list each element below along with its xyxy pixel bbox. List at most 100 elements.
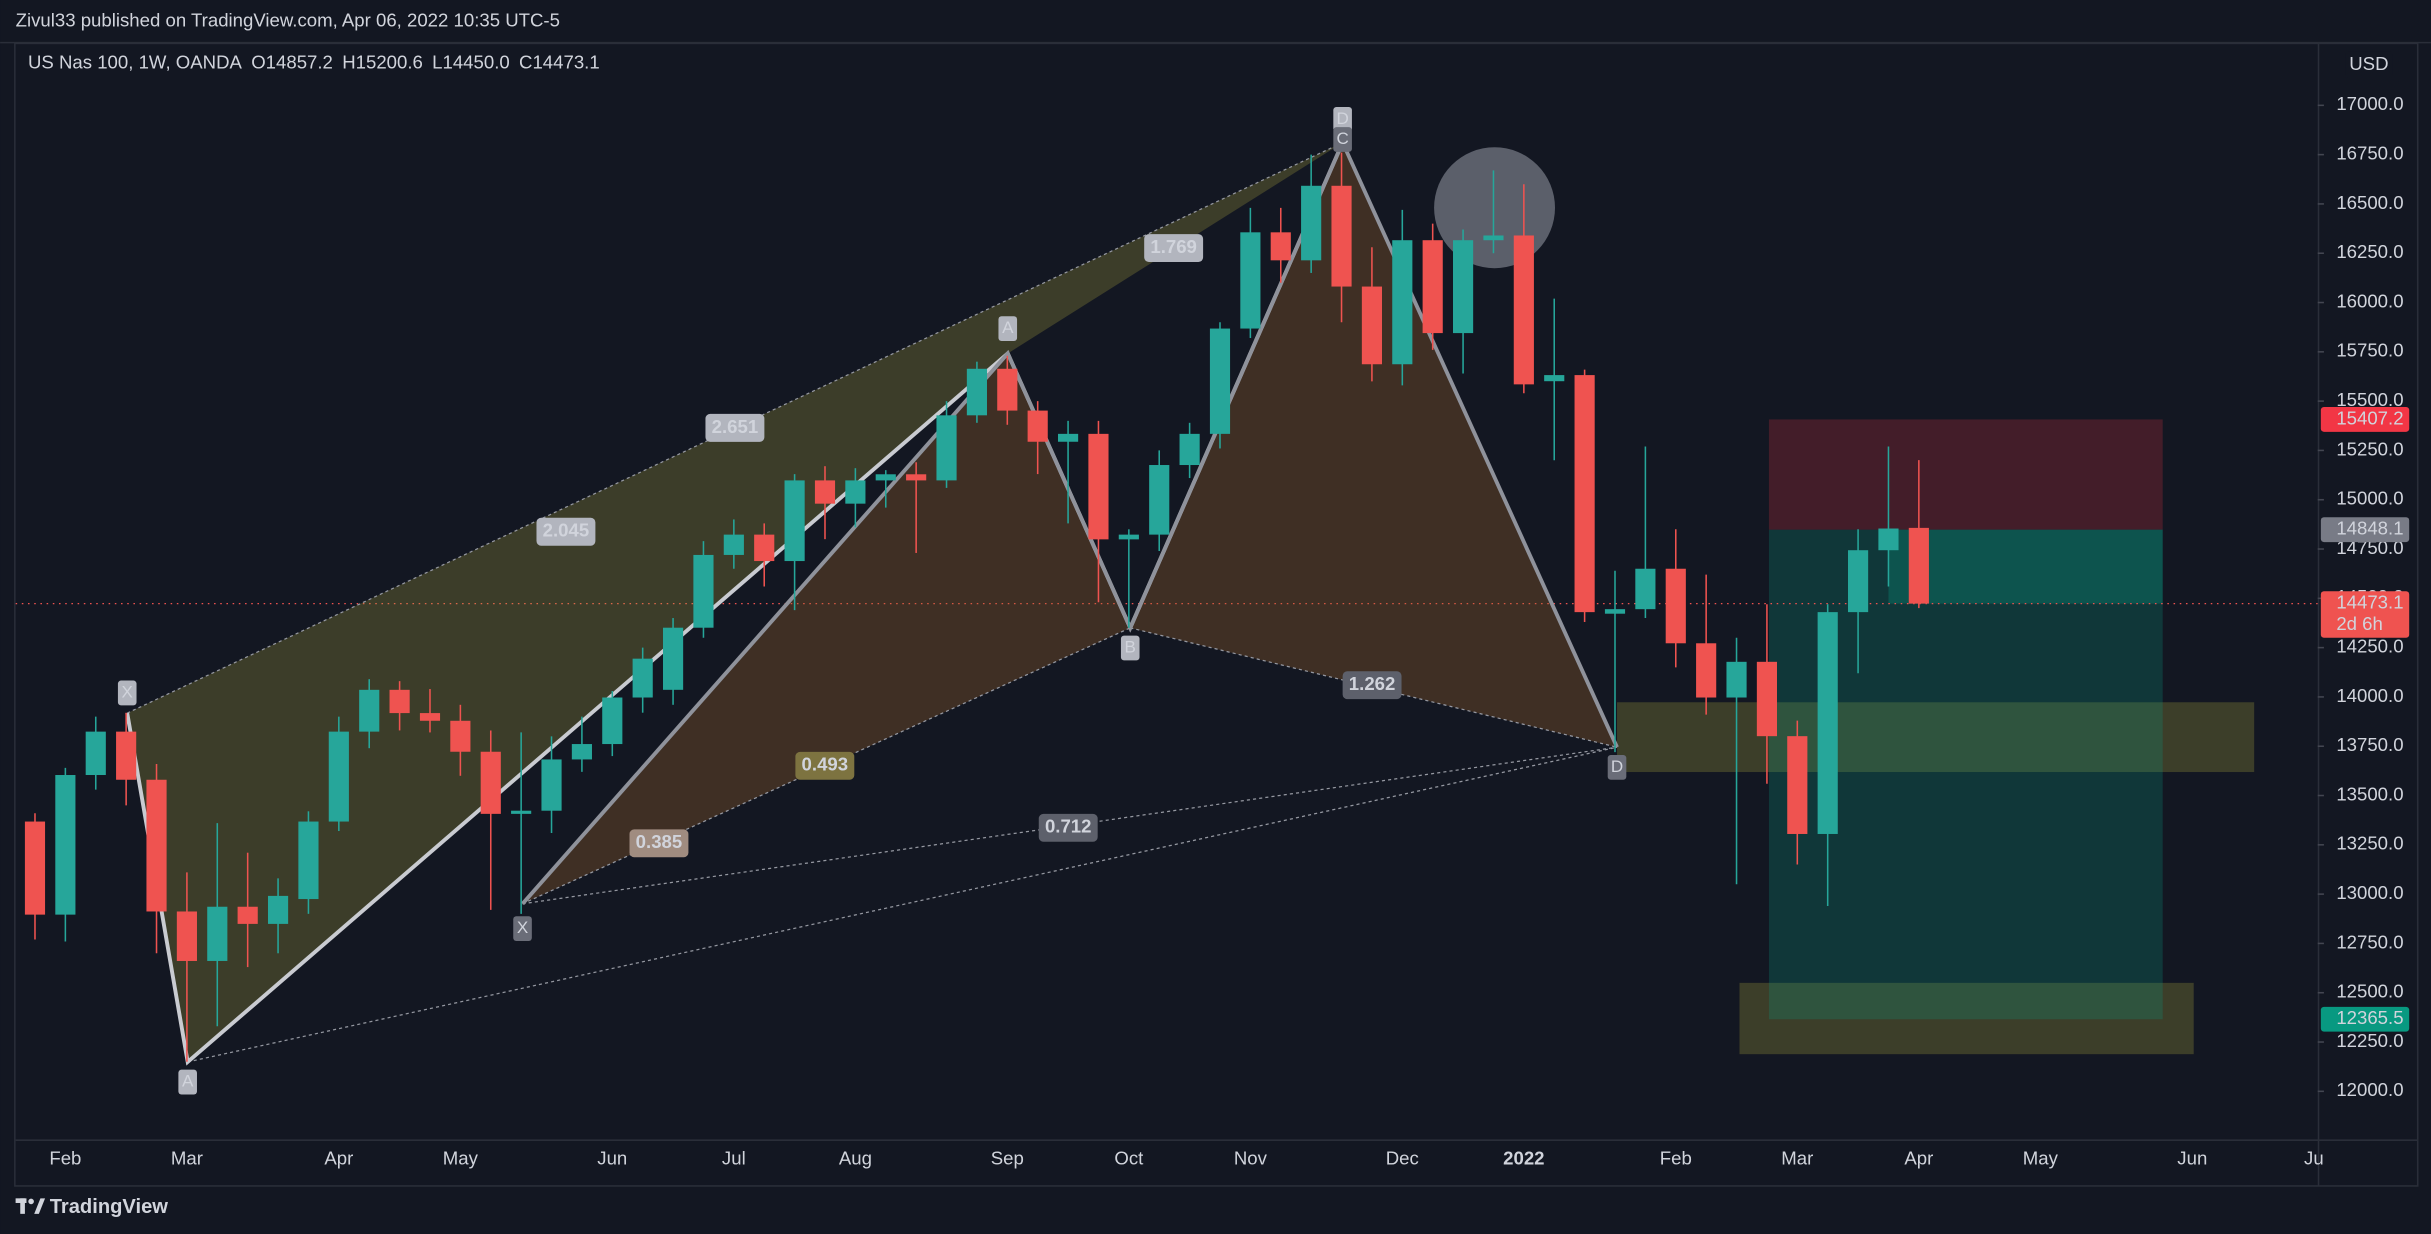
ratio-label-box xyxy=(629,829,689,858)
ratio-label: 1.769 xyxy=(1150,236,1197,257)
candle-body xyxy=(419,713,441,721)
price-badge-label: 15407.2 xyxy=(2336,407,2403,428)
candle-body xyxy=(602,697,623,745)
candle-body xyxy=(541,759,562,811)
candle-body xyxy=(906,474,927,481)
stop-zone xyxy=(1768,419,2163,530)
point-label-box xyxy=(1333,127,1352,152)
y-tick-label: 13750.0 xyxy=(2336,734,2403,755)
price-badge-label: 14473.1 xyxy=(2336,592,2403,613)
candle-body xyxy=(1787,736,1808,834)
plot: XADCABXD2.6512.0451.7690.4930.3850.7121.… xyxy=(15,106,2318,1095)
ohlc-letter: H xyxy=(342,51,355,72)
y-tick-label: 13000.0 xyxy=(2336,882,2403,903)
ratio-label: 1.262 xyxy=(1349,673,1396,694)
candle-body xyxy=(1149,465,1170,535)
demand-zone xyxy=(1739,982,2194,1055)
y-tick-label: 14000.0 xyxy=(2336,685,2403,706)
y-tick-label: 16750.0 xyxy=(2336,143,2403,164)
y-tick-label: 14750.0 xyxy=(2336,537,2403,558)
candle-body xyxy=(1027,410,1048,442)
candle-body xyxy=(1118,534,1139,540)
ratio-label: 0.712 xyxy=(1045,816,1092,837)
candle-body xyxy=(1574,375,1595,613)
x-tick-label: Ju xyxy=(2304,1147,2324,1168)
candle-body xyxy=(1544,375,1565,382)
candle-body xyxy=(1848,550,1869,613)
ohlc-letter: O xyxy=(251,51,265,72)
x-tick-label: Jun xyxy=(597,1147,627,1168)
y-tick-label: 12250.0 xyxy=(2336,1030,2403,1051)
supply-zone xyxy=(1617,702,2255,773)
candle-body xyxy=(1422,240,1443,334)
candle-body xyxy=(1665,568,1686,644)
brand-logo xyxy=(15,1198,46,1214)
ratio-label: 0.385 xyxy=(636,831,683,852)
ratio-label-box xyxy=(1038,813,1098,842)
candle-body xyxy=(1270,232,1291,261)
y-tick-label: 16250.0 xyxy=(2336,241,2403,262)
candle-body xyxy=(1361,286,1382,365)
countdown: 2d 6h xyxy=(2336,613,2383,634)
ratio-label: 0.493 xyxy=(802,754,849,775)
point-label-box xyxy=(998,316,1018,342)
candle-body xyxy=(298,821,319,900)
y-tick-label: 13500.0 xyxy=(2336,783,2403,804)
ratio-label-box xyxy=(536,517,596,546)
x-tick-label: May xyxy=(443,1147,479,1168)
candle-body xyxy=(1817,612,1838,834)
candle-body xyxy=(1209,328,1231,434)
price-badge xyxy=(2320,1006,2410,1032)
price-badge xyxy=(2320,407,2410,432)
x-tick-label: Aug xyxy=(839,1147,872,1168)
currency: USD xyxy=(2349,53,2388,74)
candle-body xyxy=(1301,185,1322,261)
pattern-fill xyxy=(1130,142,1618,748)
x-tick-label: Feb xyxy=(1660,1147,1692,1168)
y-tick-label: 16500.0 xyxy=(2336,192,2403,213)
chart-frame xyxy=(14,42,2419,1187)
point-label: C xyxy=(1336,129,1348,148)
candle-body xyxy=(450,720,471,752)
point-label: X xyxy=(122,682,134,701)
point-label-box xyxy=(1607,754,1627,780)
open-profit-zone xyxy=(1888,529,2163,604)
ohlc-letter: L xyxy=(432,51,442,72)
point-label-box xyxy=(513,916,532,942)
ohlc-letter: C xyxy=(519,51,532,72)
candle-body xyxy=(480,751,501,814)
candle-body xyxy=(1179,433,1200,466)
candle-body xyxy=(328,731,349,822)
y-tick-label: 15250.0 xyxy=(2336,438,2403,459)
zones xyxy=(15,147,2318,1055)
y-tick-label: 13250.0 xyxy=(2336,833,2403,854)
x-tick-label: Dec xyxy=(1386,1147,1419,1168)
legend: US Nas 100, 1W, OANDA O 14857.2 H 15200.6 L 14… xyxy=(28,51,600,72)
price-badge-label: 12365.5 xyxy=(2336,1007,2403,1028)
candle-body xyxy=(1604,609,1626,614)
x-tick-label: Apr xyxy=(1904,1147,1933,1168)
harmonic-patterns xyxy=(125,137,1619,1066)
point-label-box xyxy=(1120,635,1140,661)
candle-body xyxy=(875,474,896,481)
candle-body xyxy=(571,744,592,760)
y-tick-label: 15500.0 xyxy=(2336,389,2403,410)
x-tick-label: Mar xyxy=(1781,1147,1813,1168)
candle-body xyxy=(632,658,653,698)
candle-body xyxy=(1635,568,1656,610)
x-tick-label: Sep xyxy=(991,1147,1024,1168)
ratio-label-box xyxy=(1144,234,1204,262)
candle-body xyxy=(176,911,197,961)
candle-body xyxy=(662,627,684,690)
candle-body xyxy=(1878,528,1899,551)
candle-body xyxy=(693,554,714,628)
point-label: D xyxy=(1336,109,1348,128)
candle-body xyxy=(1088,433,1109,540)
candle-body xyxy=(723,534,744,555)
price-axis: 12000.0 12250.0 12500.0 12750.0 13000.0 13250… xyxy=(2317,93,2410,1100)
candles xyxy=(24,152,1929,1062)
x-tick-label: Mar xyxy=(171,1147,203,1168)
